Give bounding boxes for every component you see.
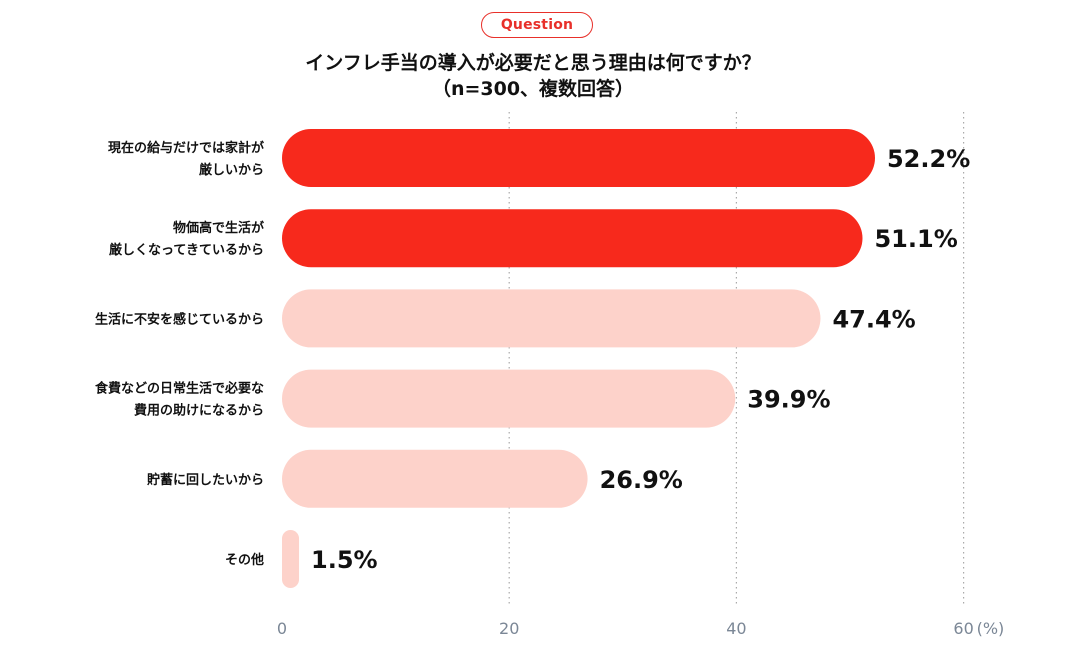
value-label-5: 1.5% — [311, 546, 378, 574]
category-label-line: 現在の給与だけでは家計が — [108, 140, 264, 156]
bars — [282, 129, 875, 588]
chart-subtitle: （n=300、複数回答） — [431, 78, 635, 100]
value-label-0: 52.2% — [887, 145, 970, 173]
value-label-3: 39.9% — [747, 386, 830, 414]
category-label-line: 食費などの日常生活で必要な — [95, 381, 264, 397]
chart-title: インフレ手当の導入が必要だと思う理由は何ですか？ — [305, 52, 761, 74]
x-axis-unit: (%) — [977, 619, 1005, 638]
value-label-2: 47.4% — [832, 305, 915, 333]
category-labels: 現在の給与だけでは家計が厳しいから物価高で生活が厳しくなってきているから生活に不… — [95, 140, 264, 568]
value-labels: 52.2% 51.1% 47.4% 39.9% 26.9% 1.5% — [311, 145, 970, 574]
bar-4 — [282, 449, 588, 508]
question-badge: Question — [481, 12, 593, 38]
category-label-line: 貯蓄に回したいから — [147, 472, 264, 488]
category-label-2: 生活に不安を感じているから — [95, 311, 264, 327]
category-label-4: 貯蓄に回したいから — [147, 472, 264, 488]
category-label-3: 食費などの日常生活で必要な費用の助けになるから — [95, 381, 264, 419]
category-label-1: 物価高で生活が厳しくなってきているから — [109, 220, 264, 258]
x-tick-label-40: 40 — [726, 619, 746, 638]
category-label-line: 生活に不安を感じているから — [95, 311, 264, 327]
bar-1 — [282, 209, 863, 268]
category-label-line: その他 — [225, 552, 264, 568]
category-label-line: 費用の助けになるから — [134, 403, 264, 419]
value-label-4: 26.9% — [600, 466, 683, 494]
bar-0 — [282, 129, 875, 187]
value-label-1: 51.1% — [874, 225, 957, 253]
category-label-line: 物価高で生活が — [173, 220, 264, 236]
x-tick-label-20: 20 — [499, 619, 519, 638]
x-tick-label-0: 0 — [277, 619, 287, 638]
bar-5 — [282, 530, 300, 588]
x-tick-label-60: 60 — [953, 619, 973, 638]
category-label-line: 厳しくなってきているから — [109, 242, 264, 258]
bar-3 — [282, 369, 736, 428]
bar-2 — [282, 289, 821, 348]
x-axis-ticks: 0 20 40 60 (%) — [277, 619, 1004, 638]
category-label-5: その他 — [225, 552, 264, 568]
category-label-0: 現在の給与だけでは家計が厳しいから — [108, 140, 264, 178]
category-label-line: 厳しいから — [199, 162, 264, 178]
